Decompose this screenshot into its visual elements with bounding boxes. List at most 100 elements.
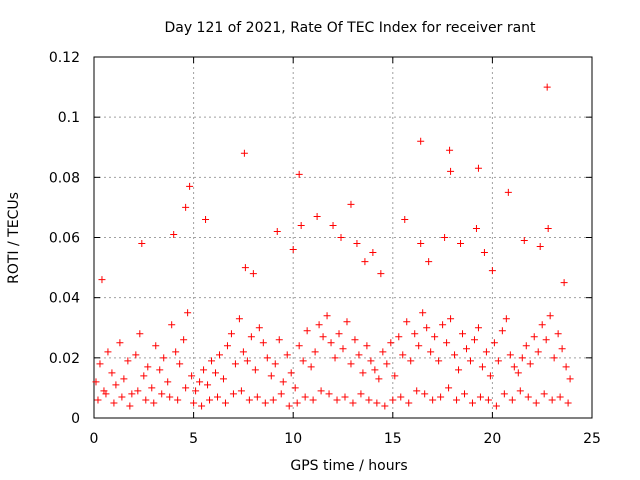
data-point xyxy=(526,360,534,368)
data-point xyxy=(550,354,558,362)
data-point xyxy=(514,369,522,377)
data-point xyxy=(116,339,124,347)
data-point xyxy=(562,363,570,371)
axis-ticks xyxy=(93,56,593,419)
data-point xyxy=(251,366,259,374)
data-point xyxy=(142,396,150,404)
data-point xyxy=(253,393,261,401)
data-point xyxy=(291,384,299,392)
data-point xyxy=(188,372,196,380)
data-point xyxy=(92,378,100,386)
data-point xyxy=(423,324,431,332)
data-point xyxy=(156,366,164,374)
data-point xyxy=(317,387,325,395)
data-point xyxy=(478,363,486,371)
data-point xyxy=(245,396,253,404)
data-point xyxy=(289,246,297,254)
data-point xyxy=(544,224,552,232)
data-point xyxy=(339,345,347,353)
data-point xyxy=(323,312,331,320)
data-point xyxy=(530,333,538,341)
data-point xyxy=(359,369,367,377)
data-point xyxy=(397,393,405,401)
data-point xyxy=(301,393,309,401)
data-point xyxy=(124,357,132,365)
x-tick-label: 25 xyxy=(583,431,601,447)
data-point xyxy=(170,230,178,238)
data-point xyxy=(437,393,445,401)
data-point xyxy=(275,336,283,344)
data-point xyxy=(486,372,494,380)
data-point xyxy=(166,393,174,401)
y-tick-label: 0.02 xyxy=(49,351,80,367)
data-point xyxy=(543,83,551,91)
data-point xyxy=(435,357,443,365)
data-point xyxy=(206,396,214,404)
data-point xyxy=(389,396,397,404)
y-tick-label: 0.08 xyxy=(49,170,80,186)
data-point xyxy=(227,330,235,338)
data-point xyxy=(329,221,337,229)
data-point xyxy=(158,390,166,398)
data-point xyxy=(303,327,311,335)
data-point xyxy=(214,393,222,401)
data-point xyxy=(315,321,323,329)
data-point xyxy=(554,330,562,338)
data-point xyxy=(94,396,102,404)
data-point xyxy=(484,396,492,404)
data-point xyxy=(239,348,247,356)
data-point xyxy=(184,309,192,317)
data-point xyxy=(160,354,168,362)
data-point xyxy=(231,360,239,368)
data-point xyxy=(425,258,433,266)
data-point xyxy=(548,396,556,404)
y-tick-label: 0 xyxy=(71,411,80,427)
data-point xyxy=(367,357,375,365)
data-point xyxy=(415,342,423,350)
data-point xyxy=(144,363,152,371)
y-tick-label: 0.12 xyxy=(49,50,80,66)
data-point xyxy=(148,384,156,392)
data-point xyxy=(532,399,540,407)
data-point xyxy=(112,381,120,389)
data-point xyxy=(476,393,484,401)
data-point xyxy=(508,396,516,404)
data-point xyxy=(136,330,144,338)
data-point xyxy=(419,309,427,317)
data-point xyxy=(221,399,229,407)
data-point xyxy=(241,264,249,272)
grid-lines xyxy=(94,57,592,418)
data-point xyxy=(347,360,355,368)
data-point xyxy=(421,390,429,398)
data-point xyxy=(429,396,437,404)
data-point xyxy=(566,375,574,383)
data-point xyxy=(104,348,112,356)
data-point xyxy=(395,333,403,341)
y-tick-label: 0.04 xyxy=(49,291,80,307)
data-point xyxy=(208,357,216,365)
data-point xyxy=(451,351,459,359)
data-point xyxy=(516,387,524,395)
data-point xyxy=(411,330,419,338)
data-point xyxy=(247,333,255,341)
x-tick-label: 0 xyxy=(90,431,99,447)
data-point xyxy=(269,396,277,404)
data-point xyxy=(180,336,188,344)
data-point xyxy=(474,324,482,332)
data-point xyxy=(271,360,279,368)
data-point xyxy=(443,339,451,347)
data-point xyxy=(128,390,136,398)
data-point xyxy=(441,234,449,241)
data-point xyxy=(98,276,106,284)
data-point xyxy=(351,336,359,344)
data-point xyxy=(407,357,415,365)
data-point xyxy=(102,390,110,398)
data-point xyxy=(285,402,293,410)
data-point xyxy=(427,348,435,356)
y-tick-label: 0.06 xyxy=(49,231,80,247)
data-point xyxy=(283,351,291,359)
data-point xyxy=(204,381,212,389)
x-tick-label: 10 xyxy=(284,431,302,447)
data-point xyxy=(399,351,407,359)
